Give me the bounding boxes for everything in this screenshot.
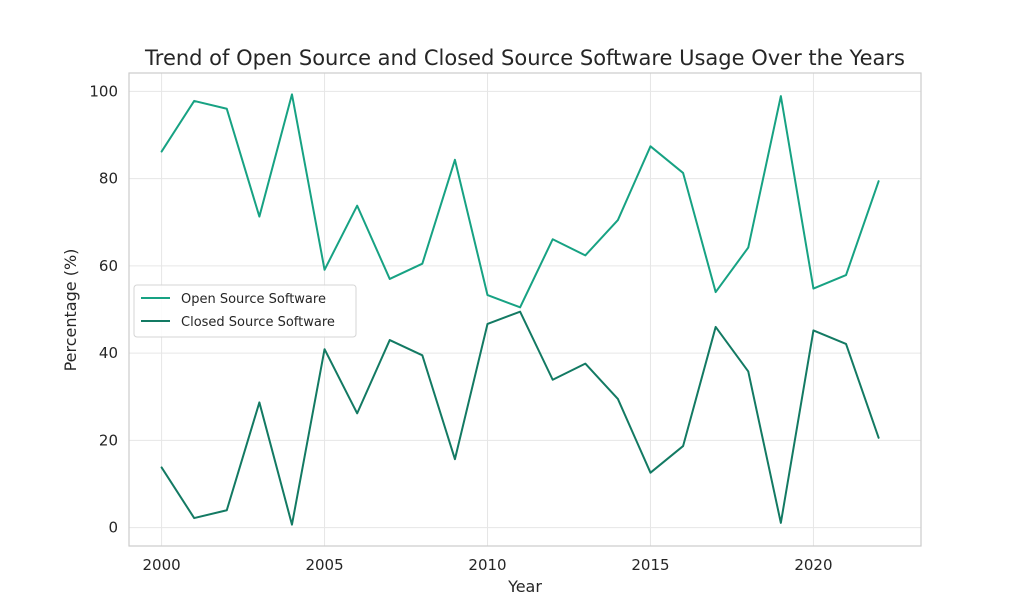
tick-layer: 2000 2005 2010 2015 2020 0 20 40 60 80 100 bbox=[89, 82, 832, 574]
plot-frame bbox=[128, 72, 922, 547]
x-tick-label: 2005 bbox=[305, 556, 343, 574]
y-tick-label: 20 bbox=[99, 431, 118, 449]
y-axis-title: Percentage (%) bbox=[61, 249, 80, 372]
x-tick-label: 2000 bbox=[142, 556, 180, 574]
y-tick-label: 80 bbox=[99, 170, 118, 188]
legend-label-closed-source: Closed Source Software bbox=[181, 315, 335, 330]
legend-box bbox=[133, 284, 357, 338]
x-tick-label: 2020 bbox=[794, 556, 832, 574]
y-tick-label: 40 bbox=[99, 344, 118, 362]
grid-layer bbox=[129, 73, 921, 546]
series-line-closed-source-software bbox=[160, 310, 880, 526]
series-layer bbox=[160, 93, 880, 526]
y-tick-label: 60 bbox=[99, 257, 118, 275]
x-tick-label: 2015 bbox=[631, 556, 669, 574]
x-axis-title: Year bbox=[507, 577, 542, 596]
y-tick-label: 0 bbox=[108, 519, 118, 537]
series-line-open-source-software bbox=[160, 93, 880, 309]
chart-title: Trend of Open Source and Closed Source S… bbox=[144, 46, 905, 70]
legend: Open Source Software Closed Source Softw… bbox=[133, 284, 357, 338]
legend-label-open-source: Open Source Software bbox=[181, 292, 326, 307]
y-tick-label: 100 bbox=[89, 82, 118, 100]
x-tick-label: 2010 bbox=[468, 556, 506, 574]
